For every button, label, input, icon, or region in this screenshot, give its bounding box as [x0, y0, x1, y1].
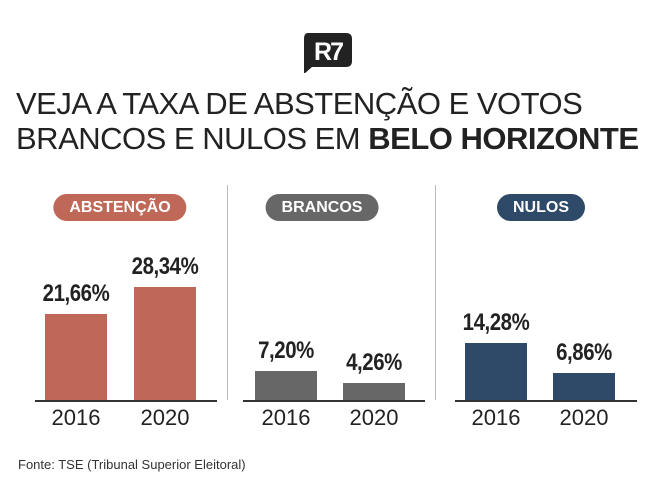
svg-text:R7: R7 — [314, 38, 343, 66]
category-pill: BRANCOS — [265, 194, 379, 221]
x-tick-label: 2016 — [261, 405, 311, 430]
title-bold: BELO HORIZONTE — [368, 121, 639, 156]
x-tick-label: 2016 — [471, 405, 521, 430]
category-pill: ABSTENÇÃO — [53, 194, 187, 221]
x-axis-line — [243, 400, 425, 402]
page-title: VEJA A TAXA DE ABSTENÇÃO E VOTOS BRANCOS… — [16, 86, 639, 156]
bar — [465, 343, 527, 400]
x-tick-label: 2020 — [559, 405, 609, 430]
x-axis-line — [455, 400, 637, 402]
bar — [45, 313, 107, 400]
data-label: 21,66% — [42, 279, 110, 307]
x-tick-label: 2020 — [349, 405, 399, 430]
divider — [435, 185, 436, 400]
data-label: 6,86% — [556, 338, 612, 366]
data-label: 4,26% — [346, 349, 402, 377]
bar — [134, 287, 196, 400]
divider — [227, 185, 228, 400]
data-label: 14,28% — [462, 309, 530, 337]
x-tick-label: 2020 — [140, 405, 190, 430]
data-label: 7,20% — [258, 337, 314, 365]
bar — [553, 372, 615, 400]
category-pill: NULOS — [497, 194, 585, 221]
source-note: Fonte: TSE (Tribunal Superior Eleitoral) — [18, 457, 246, 472]
r7-logo: R7 — [304, 33, 352, 73]
title-line-2: BRANCOS E NULOS EM BELO HORIZONTE — [16, 121, 639, 156]
x-tick-label: 2016 — [51, 405, 101, 430]
bar — [343, 383, 405, 400]
bar — [255, 371, 317, 400]
data-label: 28,34% — [131, 253, 199, 281]
x-axis-line — [35, 400, 217, 402]
title-regular: BRANCOS E NULOS EM — [16, 121, 369, 156]
title-line-1: VEJA A TAXA DE ABSTENÇÃO E VOTOS — [16, 86, 583, 121]
